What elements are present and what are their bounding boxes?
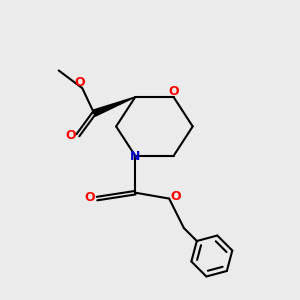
Text: O: O <box>170 190 181 203</box>
Text: O: O <box>84 191 95 205</box>
Text: N: N <box>130 150 140 163</box>
Text: O: O <box>75 76 85 89</box>
Text: O: O <box>169 85 179 98</box>
Polygon shape <box>93 97 135 116</box>
Text: O: O <box>65 129 76 142</box>
